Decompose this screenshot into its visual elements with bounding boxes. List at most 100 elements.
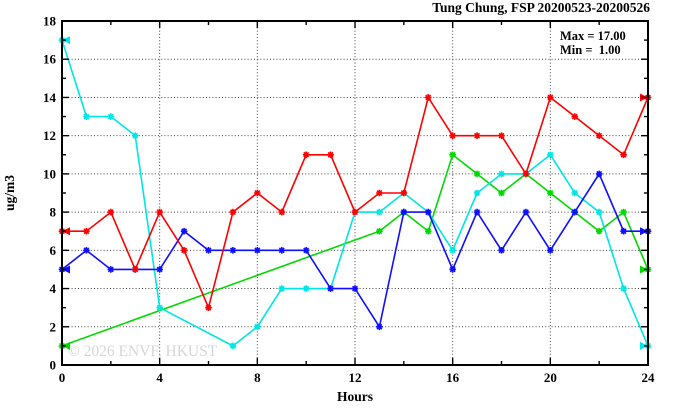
- x-tick-label: 20: [544, 370, 557, 385]
- series-red-line: [62, 95, 649, 311]
- series-red-marker: [498, 132, 505, 139]
- series-green-marker: [547, 189, 554, 197]
- series-blue-marker: [522, 208, 530, 216]
- series-blue-marker: [620, 227, 627, 235]
- series-green-line: [61, 153, 649, 347]
- y-tick-label: 8: [50, 205, 57, 220]
- y-tick-label: 6: [50, 243, 57, 258]
- series-blue-marker: [449, 266, 456, 273]
- series-blue-marker: [571, 208, 579, 216]
- series-cyan-marker: [83, 113, 90, 120]
- series-red-marker: [424, 94, 432, 101]
- axes-layer: [61, 20, 649, 366]
- y-tick-label: 10: [43, 166, 56, 181]
- series-red-marker: [473, 132, 481, 139]
- series-red-marker: [107, 208, 115, 216]
- watermark: © 2026 ENVF, HKUST: [68, 343, 218, 360]
- series-red-marker: [278, 208, 286, 216]
- series-blue-marker: [424, 208, 432, 216]
- x-tick-label: 16: [446, 370, 460, 385]
- series-green-marker: [498, 189, 505, 197]
- series-red-marker: [400, 189, 408, 197]
- series-red-marker: [376, 189, 383, 197]
- x-tick-label: 8: [254, 370, 261, 385]
- series-red-marker: [83, 227, 90, 235]
- series-red-marker: [327, 151, 334, 159]
- series-green-marker: [424, 227, 432, 235]
- series-blue-marker: [107, 266, 115, 273]
- y-axis-label: ug/m3: [2, 175, 17, 211]
- series-red-marker: [205, 304, 212, 311]
- series-cyan-marker: [278, 285, 286, 292]
- legend-max-label: Max = 17.00: [560, 29, 626, 43]
- y-tick-label: 16: [43, 52, 57, 67]
- series-cyan-marker: [449, 247, 456, 254]
- series-red-marker: [229, 208, 237, 216]
- x-tick-label: 4: [156, 370, 163, 385]
- legend-min-label: Min = 1.00: [560, 43, 621, 57]
- series-red-marker: [620, 151, 627, 159]
- chart-title: Tung Chung, FSP 20200523-20200526: [432, 0, 650, 15]
- series-red-marker: [351, 208, 359, 216]
- series-red-marker: [571, 113, 579, 120]
- series-cyan-marker: [473, 189, 481, 197]
- series-cyan-marker: [107, 113, 115, 120]
- series-blue-marker: [547, 247, 554, 254]
- series-blue-marker: [498, 247, 505, 254]
- series-green-marker: [620, 208, 627, 216]
- series-red-marker: [547, 94, 554, 101]
- series-blue-line: [61, 172, 648, 329]
- series-green-marker: [449, 151, 456, 159]
- x-tick-label: 0: [59, 370, 66, 385]
- x-tick-label: 24: [642, 370, 656, 385]
- series-blue-marker: [205, 247, 212, 254]
- series-blue-marker: [595, 170, 603, 178]
- series-cyan-marker: [498, 170, 505, 178]
- series-red-marker: [449, 132, 456, 139]
- series-blue-marker: [156, 266, 163, 273]
- series-green-marker: [376, 227, 383, 235]
- series-blue-marker: [351, 285, 359, 292]
- series-blue-marker: [83, 247, 90, 254]
- y-tick-label: 18: [43, 14, 57, 29]
- series-cyan-marker: [156, 304, 163, 311]
- series-cyan-marker: [620, 285, 627, 292]
- y-tick-label: 4: [50, 281, 57, 296]
- series-red-marker: [522, 170, 530, 178]
- series-red-marker: [595, 132, 603, 139]
- y-tick-label: 0: [50, 358, 57, 373]
- series-blue-marker: [376, 323, 383, 331]
- series-cyan-marker: [254, 323, 261, 331]
- y-tick-label: 12: [43, 128, 56, 143]
- x-tick-label: 12: [349, 370, 362, 385]
- series-red-marker: [131, 266, 139, 273]
- series-cyan-marker: [547, 151, 554, 159]
- series-blue-marker: [278, 247, 286, 254]
- series-cyan-marker: [376, 208, 383, 216]
- x-axis-label: Hours: [337, 389, 373, 404]
- series-blue-marker: [473, 208, 481, 216]
- series-red-marker: [180, 247, 188, 254]
- series-blue-marker: [400, 208, 408, 216]
- series-cyan-marker: [302, 285, 310, 292]
- series-blue-marker: [229, 247, 237, 254]
- series-blue-marker: [254, 247, 261, 254]
- series-red-marker: [254, 189, 261, 197]
- series-blue-marker: [302, 247, 310, 254]
- y-tick-label: 14: [43, 90, 57, 105]
- y-tick-label: 2: [50, 319, 57, 334]
- series-cyan-marker: [131, 132, 139, 139]
- series-green-marker: [595, 227, 603, 235]
- series-blue-marker: [327, 285, 334, 292]
- series-blue-marker: [180, 227, 188, 235]
- series-cyan-marker: [595, 208, 603, 216]
- series-cyan-marker: [571, 189, 579, 197]
- series-green-marker: [473, 170, 481, 178]
- series-layer: [58, 36, 652, 350]
- series-red-marker: [156, 208, 163, 216]
- series-cyan-marker: [229, 342, 237, 350]
- series-red-marker: [302, 151, 310, 159]
